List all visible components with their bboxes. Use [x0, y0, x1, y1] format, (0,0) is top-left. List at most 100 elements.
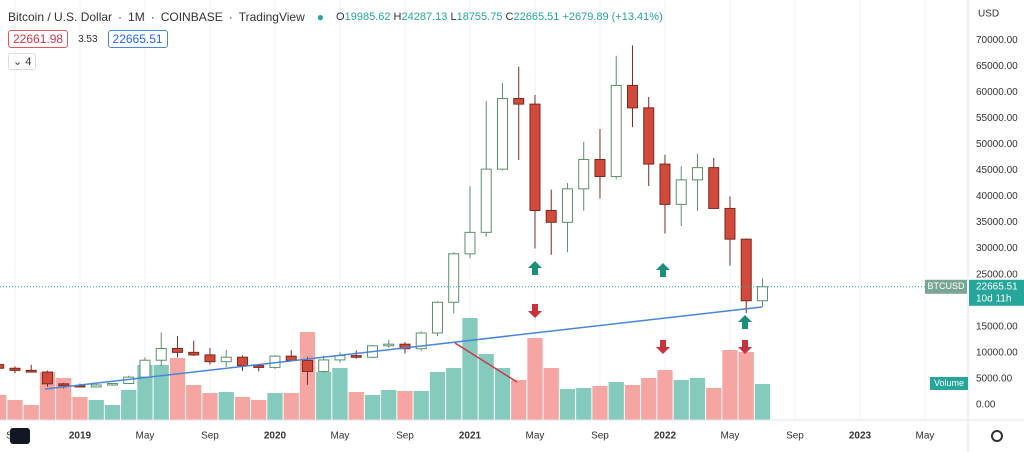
- candle-body: [155, 348, 167, 361]
- volume-bar: [169, 358, 186, 420]
- buy-button[interactable]: 22665.51: [107, 30, 168, 48]
- interval: 1M: [128, 10, 145, 24]
- change: +2679.89 (+13.41%): [562, 11, 663, 23]
- candle-body: [58, 383, 70, 387]
- trade-row: 22661.98 3.53 22665.51: [8, 30, 663, 48]
- header: Bitcoin / U.S. Dollar · 1M · COINBASE · Tra…: [8, 8, 663, 70]
- candle-body: [496, 97, 508, 170]
- volume-bar: [754, 384, 771, 420]
- y-tick-label: 50000.00: [976, 139, 1018, 150]
- volume-bar: [121, 390, 137, 420]
- ohlc-label: L: [450, 11, 457, 23]
- x-tick-label: Sep: [591, 431, 609, 442]
- candle-body: [448, 253, 460, 303]
- y-tick-label: 35000.00: [976, 217, 1018, 228]
- volume-bar: [429, 372, 446, 420]
- candle-body: [561, 188, 573, 223]
- y-tick-label: 55000.00: [976, 113, 1018, 124]
- ohlc-value: 18755.75: [456, 11, 503, 23]
- y-tick-label: 0.00: [976, 400, 996, 411]
- volume-bar: [0, 395, 7, 420]
- volume-bar: [186, 385, 202, 420]
- volume-bar: [348, 392, 364, 420]
- y-tick-label: 40000.00: [976, 191, 1018, 202]
- sell-button[interactable]: 22661.98: [8, 30, 69, 48]
- grid: [14, 0, 926, 420]
- volume-bar: [202, 393, 218, 420]
- candle-body: [724, 207, 736, 240]
- volume-bar: [722, 350, 738, 420]
- volume-bar: [462, 318, 478, 420]
- exchange: COINBASE: [160, 10, 223, 24]
- y-tick-label: 30000.00: [976, 243, 1018, 254]
- candle-body: [675, 179, 687, 205]
- ohlc-value: 19985.62: [344, 11, 391, 23]
- currency: USD: [978, 9, 999, 20]
- indicator-count: 4: [25, 55, 32, 68]
- candle-body: [659, 163, 671, 205]
- y-tick-label: 65000.00: [976, 61, 1018, 72]
- x-tick-label: May: [721, 431, 740, 442]
- volume-bar: [56, 378, 72, 420]
- candle-body: [464, 231, 476, 255]
- y-tick-label: 70000.00: [976, 35, 1018, 46]
- volume-bar: [706, 388, 722, 420]
- candle-body: [171, 348, 183, 353]
- y-tick-label: 25000.00: [976, 269, 1018, 280]
- symbol: Bitcoin / U.S. Dollar: [8, 10, 113, 24]
- candle-body: [25, 369, 37, 373]
- x-tick-label: 2021: [459, 431, 482, 442]
- candle-body: [350, 355, 362, 358]
- ticker-label: BTCUSD: [927, 281, 965, 291]
- volume-bar: [218, 392, 234, 420]
- candles: [0, 45, 768, 389]
- ticker-tag: [925, 279, 967, 294]
- volume-bar: [88, 400, 104, 420]
- x-tick-label: May: [136, 431, 155, 442]
- volume-bar: [364, 395, 381, 420]
- candle-body: [626, 84, 638, 109]
- candle-body: [545, 210, 557, 223]
- x-tick-label: 2020: [264, 431, 287, 442]
- price-tag: [969, 279, 1024, 306]
- y-tick-label: 60000.00: [976, 87, 1018, 98]
- volume-bar: [511, 380, 527, 420]
- x-tick-label: 2019: [69, 431, 92, 442]
- candle-body: [610, 84, 622, 178]
- candle-body: [204, 354, 216, 363]
- volume-bar: [446, 368, 462, 420]
- candle-body: [139, 359, 151, 378]
- candle-body: [529, 103, 541, 212]
- volume-bar: [738, 352, 754, 420]
- x-tick-label: Sep: [786, 431, 804, 442]
- volume-pane: [0, 318, 771, 420]
- candle-body: [415, 332, 427, 350]
- y-tick-label: 5000.00: [976, 373, 1013, 384]
- x-tick-label: Sep: [396, 431, 414, 442]
- y-tick-label: 45000.00: [976, 165, 1018, 176]
- volume-bar: [332, 368, 348, 420]
- volume-bar: [397, 391, 413, 420]
- volume-bar: [381, 390, 397, 420]
- volume-bar: [559, 389, 576, 420]
- arrows: [528, 304, 752, 354]
- candle-body: [253, 365, 265, 368]
- ohlc: O19985.62 H24287.13 L18755.75 C22665.51 …: [336, 11, 663, 23]
- candle-body: [318, 359, 330, 372]
- candle-body: [740, 238, 752, 302]
- candle-body: [41, 371, 53, 385]
- ohlc-label: O: [336, 11, 345, 23]
- candle-body: [383, 343, 395, 347]
- ohlc-label: C: [505, 11, 514, 23]
- volume-bar: [641, 378, 657, 420]
- price-label: 22665.51: [976, 281, 1018, 292]
- x-tick-label: Sep: [201, 431, 219, 442]
- volume-bar: [251, 400, 267, 420]
- candle-body: [301, 359, 313, 372]
- indicator-toggle[interactable]: ⌄ 4: [8, 52, 37, 70]
- settings-icon[interactable]: [991, 430, 1003, 442]
- candle-body: [188, 351, 200, 356]
- candle-body: [691, 167, 703, 181]
- source: TradingView: [238, 10, 305, 24]
